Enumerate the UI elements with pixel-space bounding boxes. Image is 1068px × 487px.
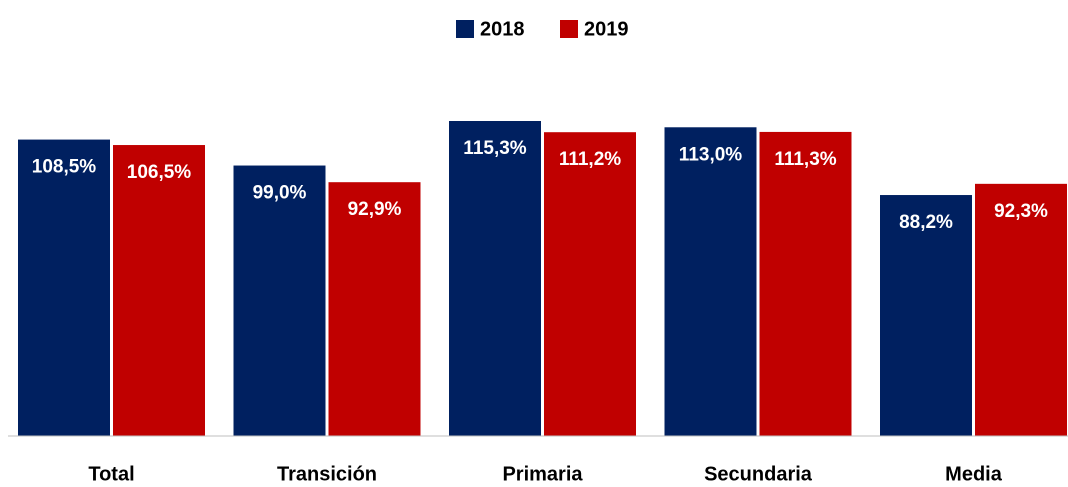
value-label: 92,3%: [994, 201, 1048, 222]
bar: [18, 139, 110, 436]
value-label: 106,5%: [127, 162, 192, 183]
legend-swatch: [560, 20, 578, 38]
value-label: 111,2%: [559, 149, 621, 170]
value-label: 108,5%: [32, 157, 97, 178]
bar: [880, 195, 972, 436]
x-tick-label: Secundaria: [704, 463, 813, 485]
bar: [233, 165, 326, 436]
value-label: 92,9%: [348, 199, 402, 220]
value-label: 88,2%: [899, 212, 953, 233]
x-tick-label: Primaria: [502, 463, 583, 485]
bar: [328, 182, 421, 436]
value-label: 99,0%: [253, 183, 307, 204]
legend-swatch: [456, 20, 474, 38]
legend-label: 2018: [480, 18, 525, 40]
value-label: 113,0%: [679, 144, 742, 165]
bar: [449, 121, 541, 436]
value-label: 115,3%: [463, 138, 526, 159]
x-tick-label: Total: [88, 463, 134, 485]
bar: [759, 131, 852, 436]
bar: [975, 183, 1067, 436]
bar: [113, 145, 205, 436]
value-label: 111,3%: [774, 149, 836, 170]
bar: [664, 127, 757, 437]
bar: [544, 132, 636, 436]
legend-label: 2019: [584, 18, 629, 40]
x-tick-label: Media: [945, 463, 1003, 485]
x-tick-label: Transición: [277, 463, 377, 485]
